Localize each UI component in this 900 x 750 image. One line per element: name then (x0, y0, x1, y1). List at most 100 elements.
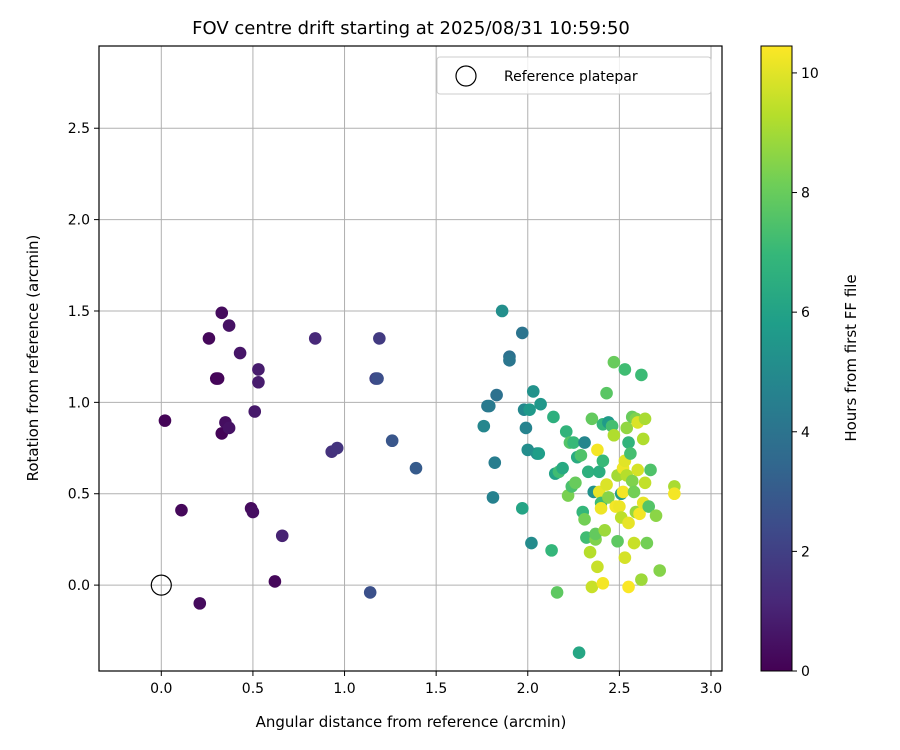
colorbar-tick-label: 0 (801, 664, 810, 680)
reference-marker (150, 574, 172, 596)
data-point (215, 306, 229, 320)
data-point (477, 419, 491, 433)
grid-lines (99, 46, 722, 671)
x-tick-label: 1.0 (333, 681, 355, 697)
y-tick-label: 2.0 (68, 213, 90, 229)
data-point (591, 560, 604, 574)
data-point (556, 461, 569, 475)
data-point (613, 500, 626, 513)
data-point (569, 476, 582, 490)
data-point (193, 597, 207, 610)
x-tick-label: 0.0 (150, 681, 172, 697)
colorbar-tick-label: 8 (801, 186, 810, 202)
data-point (578, 513, 591, 526)
y-tick-label: 0.5 (68, 487, 90, 503)
data-points (158, 304, 681, 660)
data-point (519, 421, 533, 435)
data-point (308, 332, 322, 345)
data-point (631, 463, 645, 477)
data-point (581, 465, 595, 479)
data-point (409, 461, 423, 475)
data-point (567, 436, 580, 449)
colorbar-tick-label: 4 (801, 425, 810, 441)
data-point (371, 372, 384, 385)
data-point (635, 368, 648, 382)
data-point (373, 332, 386, 345)
data-point (158, 414, 172, 427)
x-axis-ticks: 0.0 0.5 1.0 1.5 2.0 2.5 3.0 (150, 671, 722, 697)
data-point (583, 545, 597, 559)
data-point (638, 476, 652, 490)
colorbar-tick-label: 10 (801, 66, 819, 82)
data-point (620, 421, 634, 435)
data-point (525, 536, 538, 550)
data-point (211, 372, 225, 385)
data-point (248, 405, 262, 418)
data-point (547, 410, 560, 424)
data-point (600, 478, 613, 491)
data-point (202, 332, 216, 345)
data-point (268, 575, 282, 588)
data-point (625, 474, 639, 488)
data-point (330, 441, 344, 455)
data-point (482, 399, 496, 413)
data-point (503, 354, 516, 367)
data-point (559, 425, 573, 438)
x-axis-label: Angular distance from reference (arcmin) (256, 713, 567, 731)
colorbar-tick-label: 2 (801, 544, 810, 560)
data-point (668, 487, 681, 501)
data-point (596, 454, 610, 468)
data-point (488, 456, 502, 469)
chart-title: FOV centre drift starting at 2025/08/31 … (192, 18, 630, 39)
data-point (611, 534, 624, 548)
y-tick-label: 2.5 (68, 121, 90, 137)
data-point (640, 536, 654, 550)
data-point (600, 386, 613, 400)
data-point (486, 491, 500, 504)
data-point (622, 580, 635, 594)
data-point (233, 346, 247, 360)
data-point (616, 485, 630, 499)
data-point (490, 388, 503, 402)
data-point (622, 436, 635, 449)
data-point (585, 580, 599, 594)
data-point (638, 412, 652, 426)
legend-label: Reference platepar (504, 69, 638, 85)
data-point (534, 397, 547, 411)
plot-frame (98, 45, 723, 672)
data-point (594, 502, 608, 515)
data-point (572, 646, 586, 660)
legend-open-circle-icon (455, 65, 477, 87)
data-point (635, 573, 648, 586)
y-tick-label: 1.0 (68, 395, 90, 411)
data-point (591, 443, 604, 457)
data-point (222, 421, 236, 435)
colorbar-tick-label: 6 (801, 305, 810, 321)
data-point (592, 465, 606, 479)
data-point (633, 507, 646, 521)
data-point (574, 449, 588, 462)
y-tick-label: 0.0 (68, 578, 90, 594)
data-point (363, 586, 377, 599)
y-tick-label: 1.5 (68, 304, 90, 320)
x-tick-label: 1.5 (425, 681, 447, 697)
x-tick-label: 3.0 (700, 681, 722, 697)
data-point (585, 412, 599, 426)
data-point (598, 523, 612, 537)
data-point (618, 551, 632, 564)
x-tick-label: 2.5 (608, 681, 630, 697)
data-point (627, 536, 641, 550)
data-point (175, 503, 188, 517)
data-point (607, 355, 621, 369)
data-point (526, 385, 540, 398)
data-point (653, 564, 666, 577)
data-point (642, 500, 656, 513)
data-point (252, 363, 265, 376)
legend-box (436, 56, 712, 95)
data-point (636, 432, 650, 446)
data-point (602, 491, 615, 504)
data-point (385, 434, 399, 448)
data-point (246, 505, 260, 519)
x-tick-label: 0.5 (242, 681, 264, 697)
